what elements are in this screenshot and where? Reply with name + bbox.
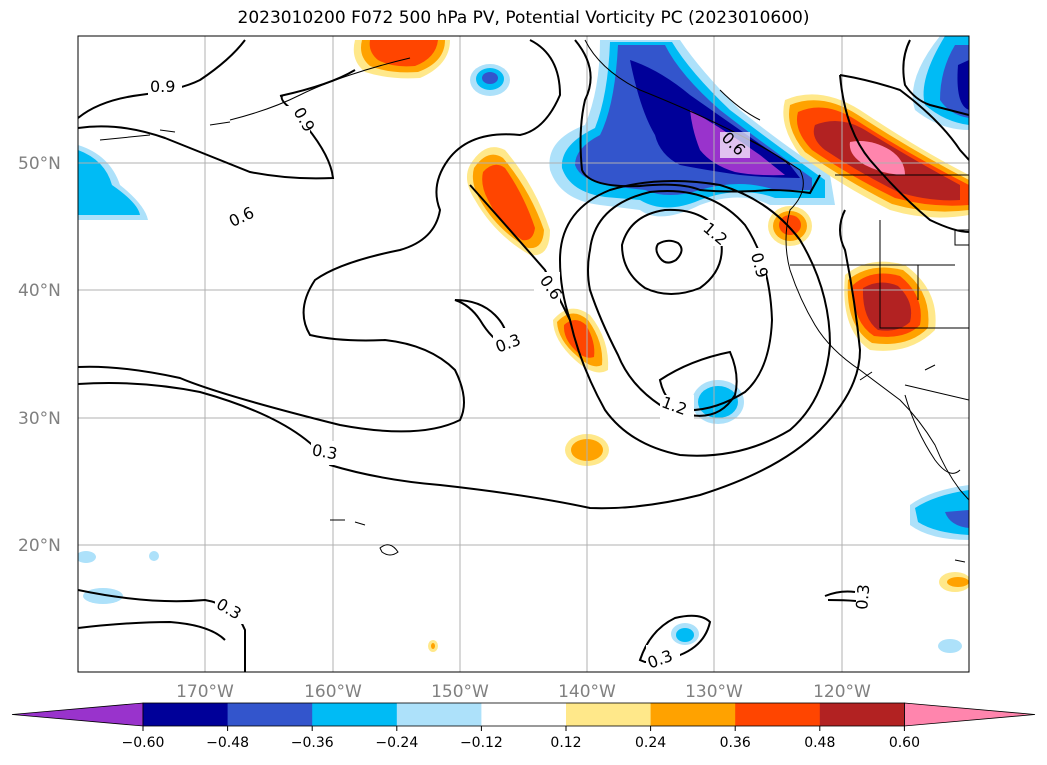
colorbar-bin [312, 703, 398, 726]
longitude-labels: 170°W 160°W 150°W 140°W 130°W 120°W [176, 682, 871, 702]
colorbar-tick-label: 0.36 [720, 735, 751, 751]
lon-tick-label: 120°W [813, 682, 871, 702]
colorbar-tick-label: −0.12 [460, 735, 503, 751]
colorbar-bin [650, 703, 736, 726]
colorbar-bin [396, 703, 482, 726]
colorbar-tick-label: 0.60 [889, 735, 920, 751]
lon-tick-label: 140°W [558, 682, 616, 702]
pv-contour-lines [78, 39, 969, 672]
lon-tick-label: 150°W [431, 682, 489, 702]
latitude-labels: 50°N 40°N 30°N 20°N [18, 154, 61, 556]
colorbar: −0.60 −0.48 −0.36 −0.24 −0.12 0.12 0.24 0.36 0.4… [11, 702, 1036, 751]
contour-label: 0.9 [150, 77, 175, 96]
lat-tick-label: 50°N [18, 154, 61, 174]
map-frame [77, 35, 970, 673]
colorbar-tick-label: −0.60 [122, 735, 165, 751]
colorbar-bin [227, 703, 313, 726]
lat-tick-label: 40°N [18, 281, 61, 301]
lon-tick-label: 160°W [304, 682, 362, 702]
contour-label: 0.3 [311, 440, 339, 463]
colorbar-bin [143, 703, 229, 726]
colorbar-tick-label: 0.24 [635, 735, 666, 751]
colorbar-extend-high [904, 702, 1036, 727]
graticule [78, 36, 969, 672]
colorbar-tick-label: −0.24 [375, 735, 418, 751]
colorbar-tick-label: 0.12 [550, 735, 581, 751]
colorbar-outline [142, 702, 905, 727]
colorbar-extend-low [11, 702, 144, 727]
colorbar-tick-label: −0.48 [206, 735, 249, 751]
contour-label: 0.3 [852, 583, 873, 610]
colorbar-bin [735, 703, 821, 726]
lat-tick-label: 20°N [18, 536, 61, 556]
pv-fill-layer [78, 36, 969, 653]
colorbar-tick-label: 0.48 [804, 735, 835, 751]
lat-tick-label: 30°N [18, 409, 61, 429]
colorbar-bin [819, 703, 905, 726]
coastlines [99, 39, 969, 563]
colorbar-bin [481, 703, 567, 726]
colorbar-tick-label: −0.36 [291, 735, 334, 751]
map-title: 2023010200 F072 500 hPa PV, Potential Vo… [237, 8, 810, 28]
colorbar-bin [566, 703, 652, 726]
lon-tick-label: 170°W [176, 682, 234, 702]
lon-tick-label: 130°W [685, 682, 743, 702]
